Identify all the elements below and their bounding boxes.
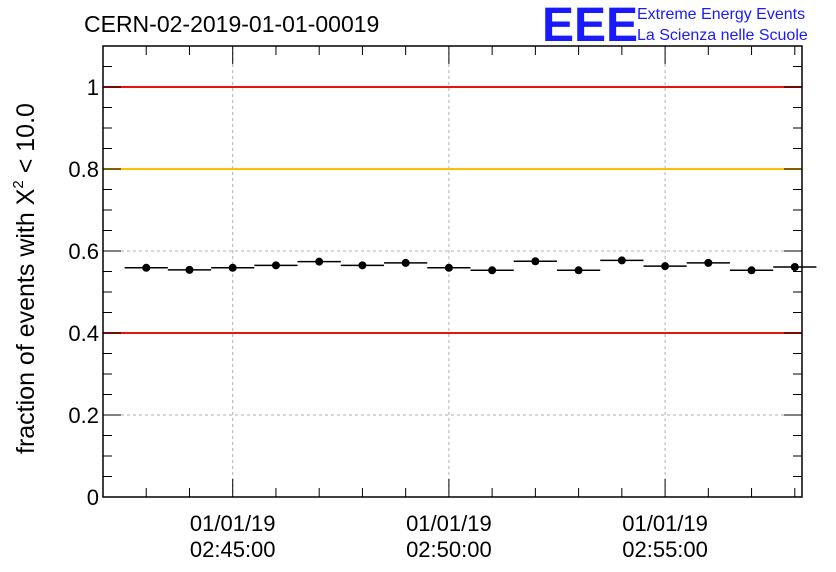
data-point: [790, 262, 799, 271]
data-point: [617, 256, 626, 265]
y-axis-label-superscript: 2: [10, 180, 27, 188]
data-point: [661, 262, 670, 271]
data-point: [747, 266, 756, 275]
data-point: [574, 266, 583, 275]
data-series: [124, 256, 817, 275]
y-tick-label: 0.4: [68, 321, 99, 346]
y-axis-label: fraction of events with X2 < 10.0: [10, 103, 40, 454]
tick-labels: 00.20.40.60.8101/01/1902:45:0001/01/1902…: [68, 75, 707, 562]
reference-lines: [103, 86, 802, 334]
plot-frame: [102, 45, 803, 498]
x-tick-label-date: 01/01/19: [406, 511, 492, 536]
x-tick-label-date: 01/01/19: [190, 511, 276, 536]
eee-logo: EEE Extreme Energy Events La Scienza nel…: [542, 0, 808, 52]
y-tick-label: 1: [87, 75, 99, 100]
chart-title: CERN-02-2019-01-01-00019: [84, 11, 379, 37]
axes: [102, 45, 803, 498]
logo-line-2: La Scienza nelle Scuole: [637, 27, 808, 44]
y-axis-label-symbol: X: [12, 188, 40, 205]
x-tick-label-date: 01/01/19: [622, 511, 708, 536]
data-point: [185, 265, 194, 274]
logo-line-1: Extreme Energy Events: [637, 6, 805, 23]
data-point: [358, 261, 367, 270]
data-point: [315, 257, 324, 266]
data-point: [401, 258, 410, 267]
logo-mark: EEE: [542, 0, 638, 52]
y-tick-label: 0.6: [68, 239, 99, 264]
y-tick-label: 0.8: [68, 157, 99, 182]
y-axis-label-prefix: fraction of events with: [12, 205, 40, 454]
grid-layer: [103, 46, 802, 497]
y-tick-label: 0.2: [68, 403, 99, 428]
y-axis-label-suffix: < 10.0: [12, 103, 40, 180]
data-point: [444, 263, 453, 272]
x-tick-label-time: 02:45:00: [190, 537, 276, 562]
data-point: [271, 261, 280, 270]
data-point: [488, 266, 497, 275]
data-point: [228, 263, 237, 272]
x-tick-label-time: 02:55:00: [622, 537, 708, 562]
x-tick-label-time: 02:50:00: [406, 537, 492, 562]
data-point: [531, 257, 540, 266]
y-tick-label: 0: [87, 485, 99, 510]
data-point: [142, 263, 151, 272]
data-point: [704, 258, 713, 267]
